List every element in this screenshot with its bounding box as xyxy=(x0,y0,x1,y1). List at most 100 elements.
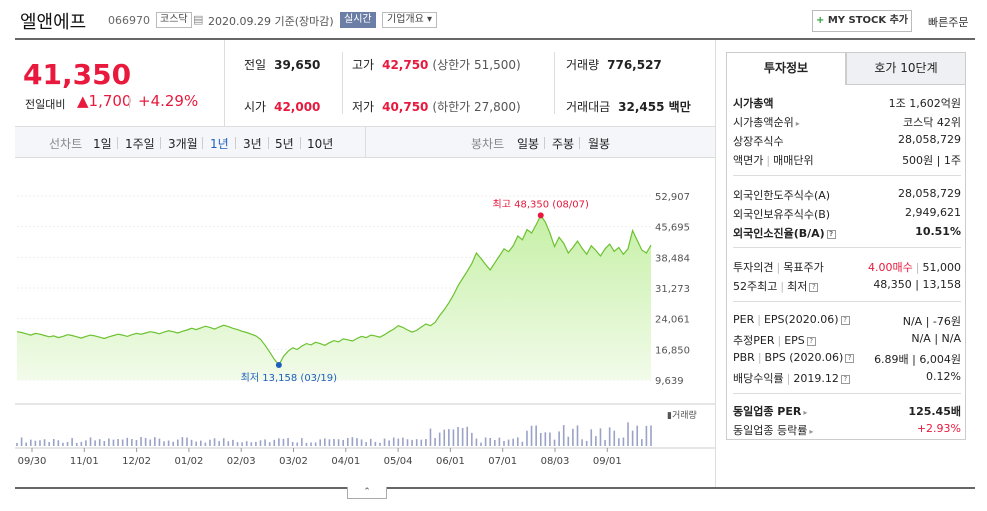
volume-bar xyxy=(227,441,230,446)
x-tick-label: 02/03 xyxy=(227,456,256,467)
tab-1y[interactable]: 1년 xyxy=(210,137,229,151)
volume-bar xyxy=(585,440,588,446)
volume-bar xyxy=(645,425,648,446)
tab-monthly[interactable]: 월봉 xyxy=(588,137,611,151)
volume-bar xyxy=(356,438,358,446)
volume-bar xyxy=(512,438,514,446)
volume-bar xyxy=(310,442,312,446)
price-area xyxy=(17,215,651,380)
volume-bar xyxy=(167,440,170,446)
volume-bar xyxy=(471,432,473,446)
volume-bar xyxy=(241,442,243,446)
volume-bar xyxy=(291,441,294,446)
volume-bar xyxy=(388,440,390,446)
volume-bar xyxy=(429,428,432,446)
volume-bar xyxy=(71,438,73,446)
industry-per-row[interactable]: 동일업종 PER ▸ 125.45배 xyxy=(733,405,961,418)
volume-bar xyxy=(457,427,459,446)
volume-bar xyxy=(301,438,303,446)
rank-row[interactable]: 시가총액순위 ▸ 코스닥 42위 xyxy=(733,116,961,129)
volume-bar xyxy=(222,438,225,446)
tab-1w[interactable]: 1주일 xyxy=(125,137,155,151)
industry-rate-row[interactable]: 동일업종 등락률 ▸ +2.93% xyxy=(733,422,961,437)
volume-bar xyxy=(94,440,96,446)
help-icon[interactable]: ? xyxy=(840,315,850,325)
volume-bar xyxy=(599,428,602,446)
tab-separator xyxy=(117,137,118,149)
help-icon[interactable]: ? xyxy=(840,374,850,384)
volume-bar xyxy=(186,437,188,446)
volume-bar xyxy=(324,438,326,446)
volume-bar xyxy=(57,440,60,446)
volume-bar xyxy=(103,441,106,446)
volume-bar xyxy=(402,437,404,446)
volume-bar xyxy=(181,437,184,446)
volume-bar xyxy=(131,438,133,446)
volume-bar xyxy=(346,438,349,446)
volume-bar xyxy=(333,438,335,446)
tab-3y[interactable]: 3년 xyxy=(243,137,262,151)
volume-bar xyxy=(535,425,537,446)
tab-separator xyxy=(160,137,161,149)
volume-bar xyxy=(43,439,46,446)
chevron-up-icon[interactable]: ⌃ xyxy=(347,487,387,499)
my-stock-button[interactable]: + MY STOCK 추가 xyxy=(812,10,912,32)
date-text: 2020.09.29 기준(장마감) xyxy=(208,15,334,28)
change-rate: +4.29% xyxy=(138,92,199,110)
volume-bar xyxy=(581,439,583,446)
volume-bar xyxy=(149,439,152,446)
volume-bar xyxy=(360,439,363,446)
volume-bar xyxy=(438,432,441,446)
opinion-row: 투자의견 | 목표주가 4.00매수 | 51,000 xyxy=(733,261,961,274)
y-tick-label: 16,850 xyxy=(655,345,690,356)
live-badge[interactable]: 실시간 xyxy=(340,12,376,28)
price-box: 41,350 전일대비 ▲1,700 +4.29% xyxy=(15,40,225,126)
y-tick-label: 31,273 xyxy=(655,284,690,295)
help-icon[interactable]: ? xyxy=(806,336,816,346)
volume-legend: ▮거래량 xyxy=(667,409,697,421)
volume-bar xyxy=(549,432,551,446)
tab-5y[interactable]: 5년 xyxy=(275,137,294,151)
volume-bar xyxy=(29,439,32,446)
tab-10y[interactable]: 10년 xyxy=(307,137,334,151)
volume-bar xyxy=(576,425,579,446)
volume-bar xyxy=(176,439,179,446)
y-tick-label: 45,695 xyxy=(655,223,690,234)
volume-bar xyxy=(443,429,446,446)
foreign-limit-row: 외국인한도주식수(A) 28,058,729 xyxy=(733,187,961,202)
volume-bar xyxy=(572,428,574,446)
quick-order-link[interactable]: 빠른주문 xyxy=(928,16,969,29)
volume-bar xyxy=(319,439,322,446)
help-icon[interactable]: ? xyxy=(826,229,836,239)
x-tick-label: 09/01 xyxy=(593,456,622,467)
shares-row: 상장주식수 28,058,729 xyxy=(733,133,961,148)
volume-bar xyxy=(590,429,593,446)
price-chart: 52,907 45,695 38,484 31,273 24,061 16,850 9,63… xyxy=(15,158,715,488)
tab-separator xyxy=(235,137,236,149)
company-info-button[interactable]: 기업개요 ▾ xyxy=(382,12,437,28)
panel-separator xyxy=(733,175,961,176)
x-tick-label: 05/04 xyxy=(384,456,413,467)
bottom-divider xyxy=(15,487,975,489)
tab-1d[interactable]: 1일 xyxy=(93,137,112,151)
help-icon[interactable]: ? xyxy=(845,353,855,363)
high-label: 최고 48,350 (08/07) xyxy=(493,198,589,210)
tab-daily[interactable]: 일봉 xyxy=(517,137,540,151)
volume-bar xyxy=(434,438,436,446)
line-chart-label: 선차트 xyxy=(49,137,83,151)
volume: 거래량 776,527 xyxy=(566,58,662,72)
tab-separator xyxy=(202,137,203,149)
tab-3m[interactable]: 3개월 xyxy=(168,137,198,151)
help-icon[interactable]: ? xyxy=(809,282,819,292)
stock-header: 엘앤에프 066970 코스닥 ▤ 2020.09.29 기준(장마감) 실시간… xyxy=(0,0,987,38)
x-tick-label: 08/03 xyxy=(541,456,570,467)
tab-invest-info[interactable]: 투자정보 xyxy=(726,52,846,85)
volume-bar xyxy=(296,442,299,446)
tab-orderbook[interactable]: 호가 10단계 xyxy=(846,52,966,85)
tab-weekly[interactable]: 주봉 xyxy=(552,137,575,151)
volume-bar xyxy=(209,439,211,446)
volume-bar xyxy=(34,440,37,446)
volume-bar xyxy=(112,439,115,446)
volume-bar xyxy=(351,437,354,446)
volume-bar xyxy=(135,439,138,446)
